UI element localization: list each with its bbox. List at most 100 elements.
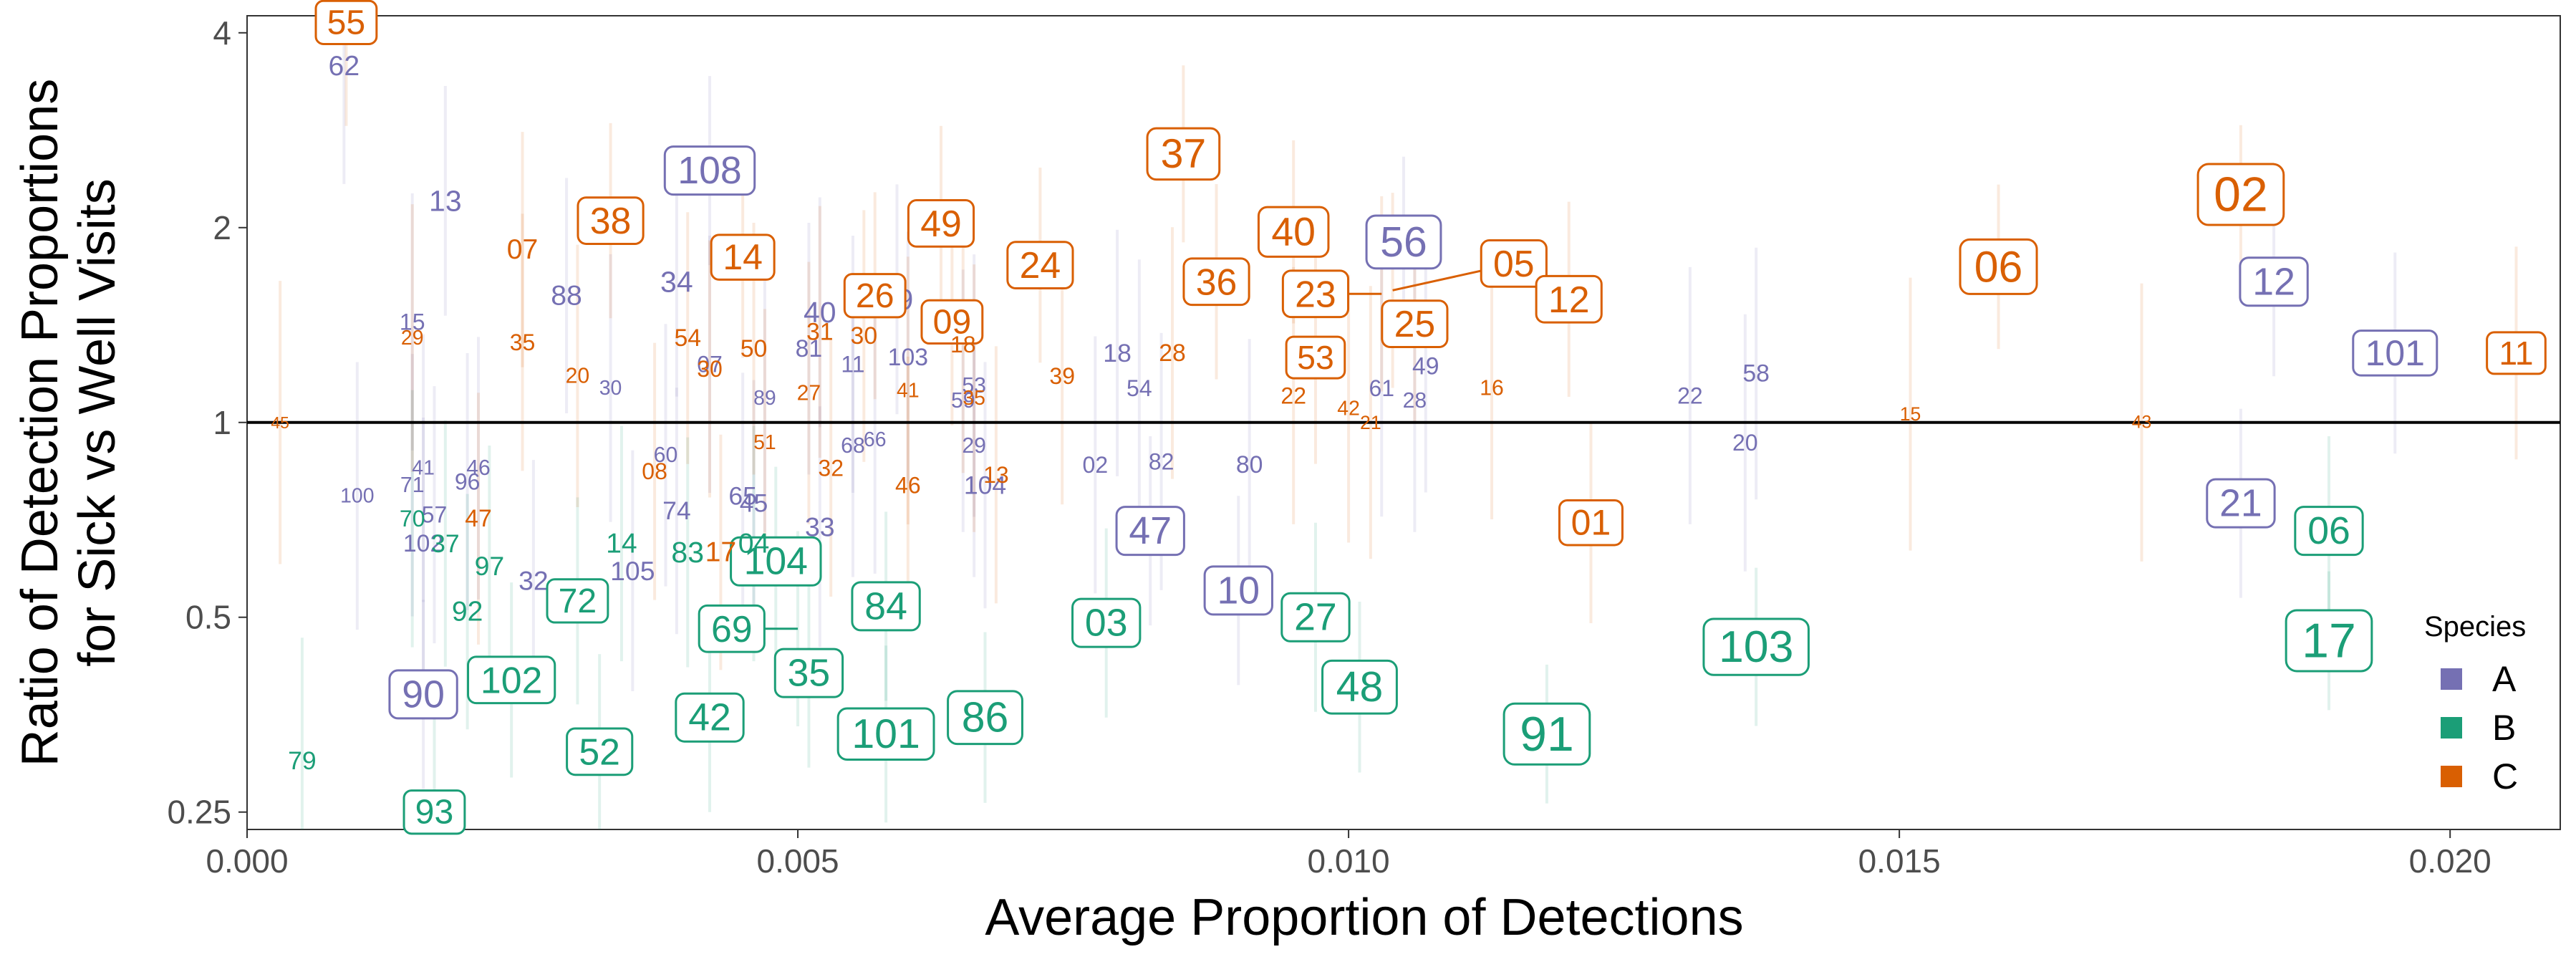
point-label: 50: [741, 335, 768, 362]
point-C-02: 02: [2196, 163, 2285, 226]
point-label-box: [2294, 506, 2364, 557]
point-B-92: 92: [452, 596, 483, 627]
point-label-box: [1959, 238, 2038, 295]
point-label: 29: [401, 327, 424, 350]
point-C-17: 17: [705, 537, 737, 568]
point-A-30: 30: [599, 377, 622, 400]
point-label: 93: [415, 793, 454, 832]
point-A-45: 45: [740, 489, 768, 518]
point-A-68: 68: [841, 434, 865, 458]
point-label-box: [1146, 127, 1221, 181]
point-C-15: 15: [1900, 403, 1921, 425]
point-label-box: [402, 789, 466, 835]
point-label-box: [2352, 329, 2438, 377]
point-label-box: [843, 273, 907, 319]
point-label: 27: [1294, 596, 1337, 639]
point-label-box: [2285, 609, 2373, 673]
point-A-40: 40: [804, 296, 836, 329]
point-label: 28: [1159, 340, 1186, 367]
point-C-18: 18: [950, 332, 976, 357]
point-B-84: 84: [851, 581, 921, 632]
point-C-13: 13: [983, 462, 1009, 488]
y-axis: 0.25 0.5 1 2 4: [167, 14, 247, 831]
point-B-70: 70: [400, 506, 425, 531]
point-label-box: [1280, 592, 1351, 643]
point-label: 32: [818, 456, 844, 481]
legend-key-C: [2441, 766, 2462, 787]
point-A-89: 89: [753, 387, 776, 410]
point-label: 102: [481, 659, 542, 701]
point-B-03: 03: [1071, 597, 1142, 648]
point-A-102: 102: [403, 530, 443, 557]
point-label-box: [710, 234, 776, 281]
point-label: 108: [677, 149, 741, 192]
point-A-46: 46: [466, 456, 491, 480]
point-label: 11: [2499, 335, 2533, 372]
point-C-01: 01: [1558, 499, 1624, 547]
point-label-box: [467, 655, 556, 705]
point-A-10: 10: [1203, 565, 1273, 616]
point-label: 10: [1217, 569, 1260, 612]
point-C-40: 40: [1257, 206, 1330, 258]
x-tick-label: 0.020: [2409, 842, 2491, 880]
point-label-box: [2486, 331, 2547, 375]
point-A-56: 56: [1365, 214, 1442, 270]
point-B-04: 04: [738, 528, 770, 559]
point-C-06: 06: [1959, 238, 2038, 295]
point-label: 22: [1280, 383, 1306, 408]
point-label: 86: [962, 694, 1009, 741]
point-label: 49: [1412, 353, 1439, 380]
point-A-81: 81: [796, 335, 823, 362]
point-label-box: [730, 536, 822, 587]
point-label: 91: [1520, 707, 1574, 761]
point-label: 105: [610, 556, 655, 586]
point-C-36: 36: [1182, 257, 1250, 307]
point-C-50: 50: [741, 335, 768, 362]
point-A-60: 60: [654, 443, 678, 467]
point-A-108: 108: [663, 145, 756, 196]
point-label: 13: [983, 462, 1009, 488]
point-A-22: 22: [1677, 383, 1703, 408]
point-label: 26: [856, 276, 894, 315]
point-C-26: 26: [843, 273, 907, 319]
point-label: 14: [606, 528, 637, 559]
point-A-74: 74: [662, 496, 691, 525]
point-label-box: [388, 669, 458, 720]
point-C-51: 51: [753, 431, 776, 454]
point-label-box: [675, 692, 745, 743]
y-tick-label: 0.25: [167, 794, 231, 831]
point-C-32: 32: [818, 456, 844, 481]
point-label: 42: [688, 696, 731, 739]
point-label-box: [2239, 256, 2309, 307]
point-label: 70: [400, 506, 425, 531]
point-B-17: 17: [2285, 609, 2373, 673]
point-label-box: [1281, 269, 1350, 319]
point-B-86: 86: [947, 690, 1023, 746]
point-C-31: 31: [806, 318, 834, 345]
point-label: 81: [796, 335, 823, 362]
point-B-97: 97: [475, 551, 505, 581]
point-A-13: 13: [429, 184, 462, 217]
point-C-09: 09: [920, 299, 984, 345]
point-A-96: 96: [455, 468, 481, 494]
point-A-100: 100: [340, 484, 374, 507]
point-label: 68: [841, 434, 865, 458]
point-label: 58: [1742, 360, 1770, 387]
point-C-45: 45: [271, 413, 289, 432]
point-labels: 1210121561084710906213883440191581103110…: [271, 0, 2547, 835]
point-label: 28: [1403, 389, 1427, 413]
point-label: 09: [933, 302, 972, 341]
point-label: 89: [753, 387, 776, 410]
point-label-box: [546, 578, 609, 624]
point-label: 54: [674, 324, 701, 352]
point-label-box: [1535, 274, 1603, 324]
x-axis: 0.000 0.005 0.010 0.015 0.020: [206, 829, 2491, 880]
point-A-82: 82: [1149, 448, 1174, 474]
point-label: 41: [412, 457, 435, 480]
point-label: 96: [455, 468, 481, 494]
point-B-52: 52: [566, 727, 634, 776]
point-label: 46: [895, 472, 921, 498]
point-C-07: 07: [507, 234, 539, 265]
point-A-90: 90: [388, 669, 458, 720]
point-label: 25: [1394, 303, 1436, 345]
